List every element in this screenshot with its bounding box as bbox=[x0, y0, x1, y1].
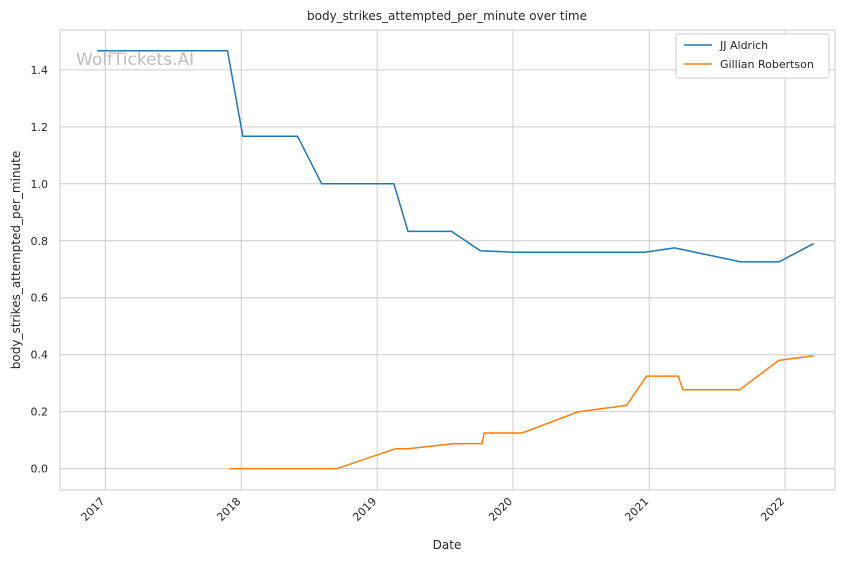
plot-area-frame bbox=[59, 29, 836, 491]
x-tick-label: 2017 bbox=[79, 495, 108, 524]
legend: JJ Aldrich Gillian Robertson bbox=[675, 33, 830, 79]
x-tick-label: 2019 bbox=[350, 495, 379, 524]
chart-title: body_strikes_attempted_per_minute over t… bbox=[307, 9, 587, 23]
x-tick-label: 2021 bbox=[622, 495, 651, 524]
y-tick-label: 1.4 bbox=[31, 64, 49, 77]
legend-label-gillian-robertson: Gillian Robertson bbox=[720, 58, 814, 71]
series-line-jj-aldrich bbox=[97, 50, 815, 263]
y-tick-label: 0.4 bbox=[31, 349, 49, 362]
y-tick-label: 0.8 bbox=[31, 235, 49, 248]
x-tick-label: 2020 bbox=[486, 495, 515, 524]
y-tick-label: 1.2 bbox=[31, 121, 49, 134]
gridlines bbox=[60, 30, 835, 490]
x-axis-ticks: 2017 2018 2019 2020 2021 2022 bbox=[79, 495, 788, 524]
legend-label-jj-aldrich: JJ Aldrich bbox=[719, 39, 768, 52]
y-tick-label: 0.0 bbox=[31, 463, 49, 476]
series-line-gillian-robertson bbox=[229, 355, 814, 470]
y-axis-label: body_strikes_attempted_per_minute bbox=[9, 151, 23, 369]
legend-box bbox=[675, 33, 830, 79]
x-axis-label: Date bbox=[433, 538, 462, 552]
x-tick-label: 2022 bbox=[758, 495, 787, 524]
series-layer bbox=[97, 50, 815, 470]
y-tick-label: 1.0 bbox=[31, 178, 49, 191]
y-tick-label: 0.6 bbox=[31, 292, 49, 305]
y-tick-label: 0.2 bbox=[31, 406, 49, 419]
x-tick-label: 2018 bbox=[214, 495, 243, 524]
watermark: WolfTickets.AI bbox=[76, 50, 194, 70]
y-axis-ticks: 0.0 0.2 0.4 0.6 0.8 1.0 1.2 1.4 bbox=[31, 64, 49, 476]
